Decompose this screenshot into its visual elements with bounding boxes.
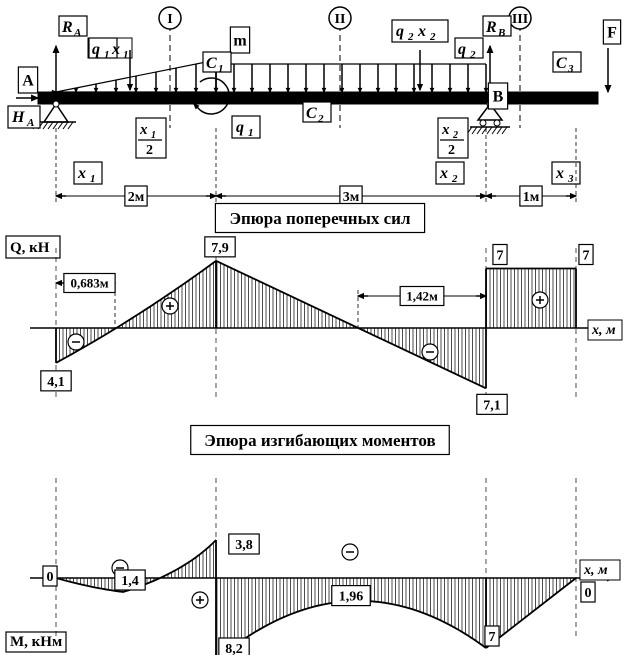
svg-text:Эпюра изгибающих моментов: Эпюра изгибающих моментов bbox=[204, 431, 435, 450]
svg-text:0: 0 bbox=[585, 586, 592, 601]
svg-text:0,683м: 0,683м bbox=[70, 276, 108, 291]
svg-text:2: 2 bbox=[469, 49, 476, 61]
svg-text:A: A bbox=[73, 27, 81, 39]
svg-text:1,4: 1,4 bbox=[121, 574, 139, 589]
svg-text:C: C bbox=[206, 55, 217, 72]
svg-text:1м: 1м bbox=[523, 190, 540, 205]
svg-text:2: 2 bbox=[448, 143, 455, 158]
svg-text:2: 2 bbox=[317, 113, 324, 125]
svg-text:x, м: x, м bbox=[583, 563, 608, 578]
svg-text:x: x bbox=[417, 23, 426, 40]
svg-text:A: A bbox=[22, 73, 34, 90]
svg-text:II: II bbox=[335, 12, 346, 27]
svg-text:0: 0 bbox=[47, 570, 54, 585]
svg-text:B: B bbox=[497, 27, 505, 39]
svg-text:1: 1 bbox=[90, 173, 96, 185]
svg-text:M, кНм: M, кНм bbox=[10, 634, 62, 650]
svg-text:1,42м: 1,42м bbox=[406, 289, 438, 304]
svg-text:2: 2 bbox=[429, 31, 436, 43]
svg-text:x: x bbox=[111, 41, 120, 58]
svg-text:3: 3 bbox=[567, 173, 574, 185]
svg-text:Q, кН: Q, кН bbox=[10, 240, 50, 256]
svg-text:x: x bbox=[441, 122, 450, 138]
svg-text:q: q bbox=[458, 41, 466, 58]
svg-text:B: B bbox=[493, 89, 504, 106]
svg-text:q: q bbox=[92, 41, 100, 58]
svg-text:7: 7 bbox=[497, 248, 504, 263]
svg-text:2: 2 bbox=[451, 173, 458, 185]
svg-text:III: III bbox=[512, 12, 528, 27]
svg-text:C: C bbox=[306, 105, 317, 122]
svg-text:R: R bbox=[61, 19, 73, 36]
svg-text:1: 1 bbox=[151, 130, 156, 141]
svg-text:I: I bbox=[167, 12, 172, 27]
svg-text:3м: 3м bbox=[343, 190, 360, 205]
svg-text:2м: 2м bbox=[128, 190, 145, 205]
svg-text:8,2: 8,2 bbox=[225, 642, 243, 655]
svg-text:7,1: 7,1 bbox=[483, 398, 501, 413]
svg-text:H: H bbox=[11, 109, 25, 126]
svg-text:x: x bbox=[555, 165, 564, 182]
svg-text:3: 3 bbox=[567, 63, 574, 75]
svg-text:m: m bbox=[233, 33, 247, 50]
svg-text:A: A bbox=[26, 117, 34, 129]
svg-text:2: 2 bbox=[407, 31, 414, 43]
svg-text:q: q bbox=[396, 23, 404, 40]
svg-text:R: R bbox=[485, 19, 497, 36]
svg-text:1: 1 bbox=[248, 127, 254, 139]
svg-text:1: 1 bbox=[104, 49, 110, 61]
svg-text:q: q bbox=[236, 119, 244, 136]
svg-text:C: C bbox=[556, 55, 567, 72]
svg-text:1,96: 1,96 bbox=[339, 590, 364, 605]
svg-text:7,9: 7,9 bbox=[211, 241, 229, 256]
svg-text:1: 1 bbox=[218, 63, 224, 75]
svg-text:Эпюра поперечных сил: Эпюра поперечных сил bbox=[229, 209, 410, 228]
svg-text:7: 7 bbox=[489, 630, 496, 645]
svg-text:2: 2 bbox=[146, 143, 153, 158]
svg-text:x: x bbox=[439, 165, 448, 182]
svg-text:F: F bbox=[607, 25, 617, 42]
svg-text:2: 2 bbox=[452, 130, 458, 141]
svg-text:3,8: 3,8 bbox=[235, 538, 253, 553]
svg-text:1: 1 bbox=[123, 49, 129, 61]
svg-text:x: x bbox=[139, 122, 148, 138]
svg-text:x: x bbox=[77, 165, 86, 182]
svg-text:7: 7 bbox=[583, 248, 590, 263]
svg-text:x, м: x, м bbox=[591, 323, 616, 338]
svg-text:4,1: 4,1 bbox=[47, 375, 65, 390]
